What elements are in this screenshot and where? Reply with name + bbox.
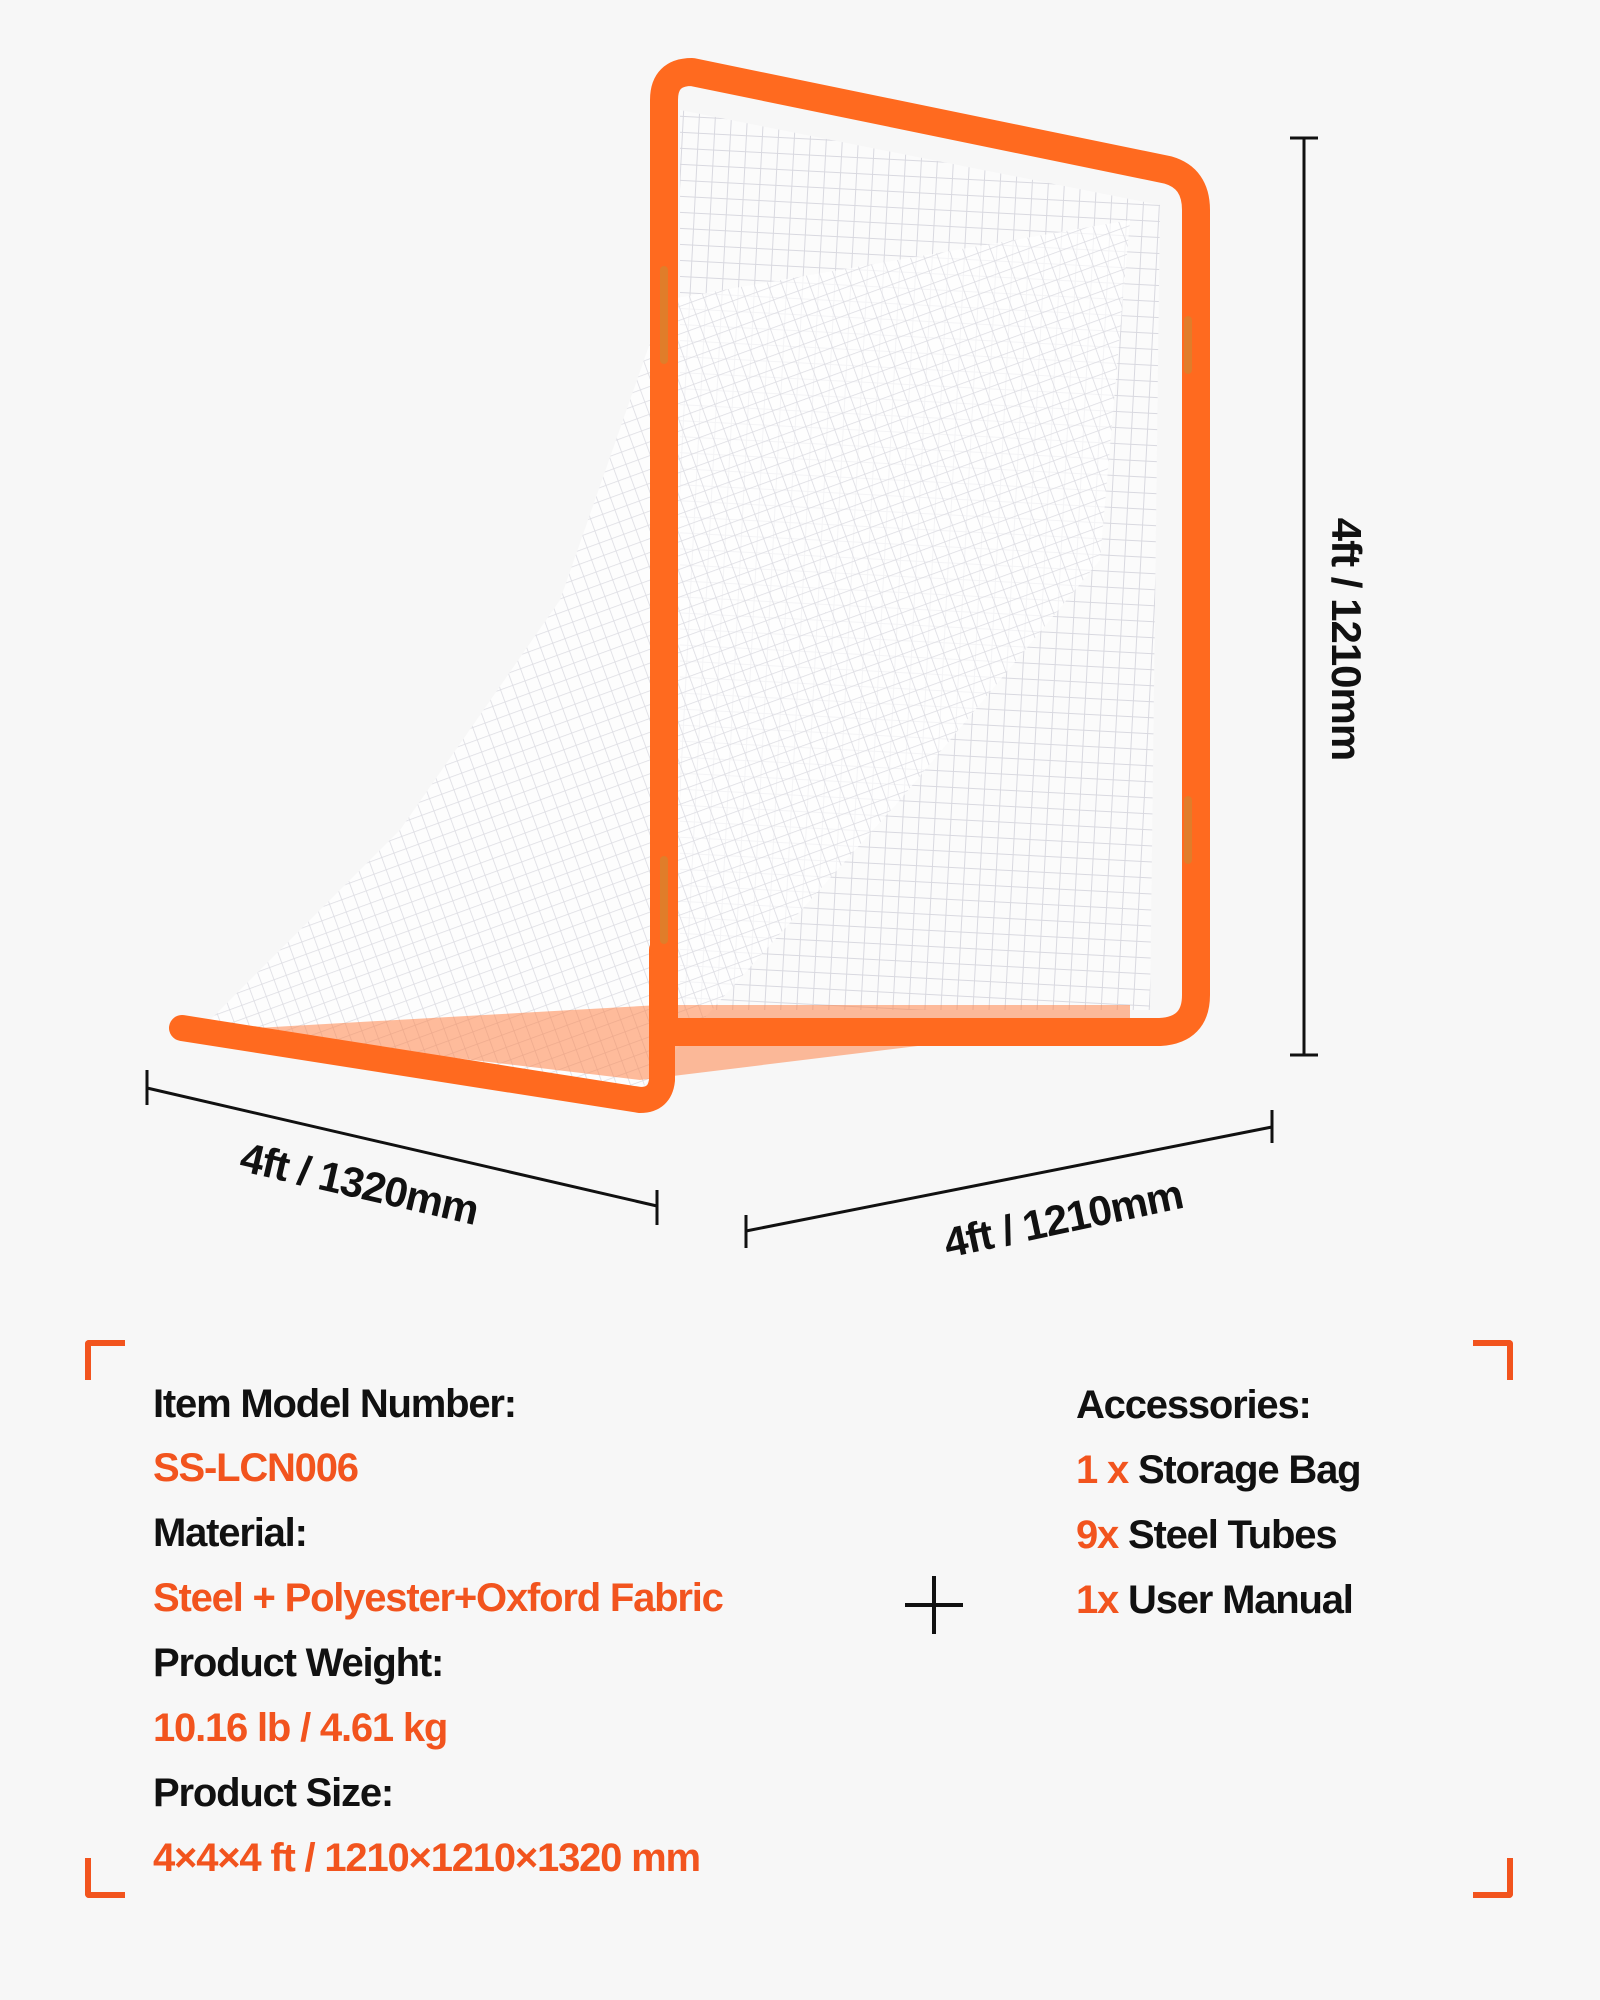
material-label: Material: — [153, 1511, 308, 1555]
corner-bracket-top-right — [1473, 1340, 1513, 1380]
accessory-qty: 9x — [1076, 1513, 1119, 1557]
accessory-name: Steel Tubes — [1128, 1513, 1338, 1557]
accessory-name: User Manual — [1128, 1578, 1354, 1622]
accessory-name: Storage Bag — [1137, 1448, 1362, 1492]
size-value: 4×4×4 ft / 1210×1210×1320 mm — [153, 1836, 701, 1880]
accessory-qty: 1x — [1076, 1578, 1119, 1622]
corner-bracket-bottom-left — [85, 1858, 125, 1898]
model-label: Item Model Number: — [153, 1382, 517, 1426]
goal-frame — [169, 58, 1210, 1113]
corner-bracket-top-left — [85, 1340, 125, 1380]
accessory-qty: 1 x — [1076, 1448, 1129, 1492]
size-label: Product Size: — [153, 1771, 394, 1815]
accessories-title: Accessories: — [1076, 1383, 1312, 1427]
material-value: Steel + Polyester+Oxford Fabric — [153, 1576, 724, 1620]
weight-value: 10.16 lb / 4.61 kg — [153, 1706, 448, 1750]
accessory-item: 1 x Storage Bag — [1076, 1448, 1362, 1492]
plus-icon-horizontal — [905, 1603, 963, 1607]
model-value: SS-LCN006 — [153, 1446, 359, 1490]
corner-bracket-bottom-right — [1473, 1858, 1513, 1898]
dimension-lines — [145, 136, 1318, 1248]
weight-label: Product Weight: — [153, 1641, 444, 1685]
height-dimension-label: 4ft / 1210mm — [1323, 517, 1371, 761]
accessory-item: 9x Steel Tubes — [1076, 1513, 1338, 1557]
accessory-item: 1x User Manual — [1076, 1578, 1354, 1622]
lacrosse-goal-image — [145, 58, 1318, 1248]
